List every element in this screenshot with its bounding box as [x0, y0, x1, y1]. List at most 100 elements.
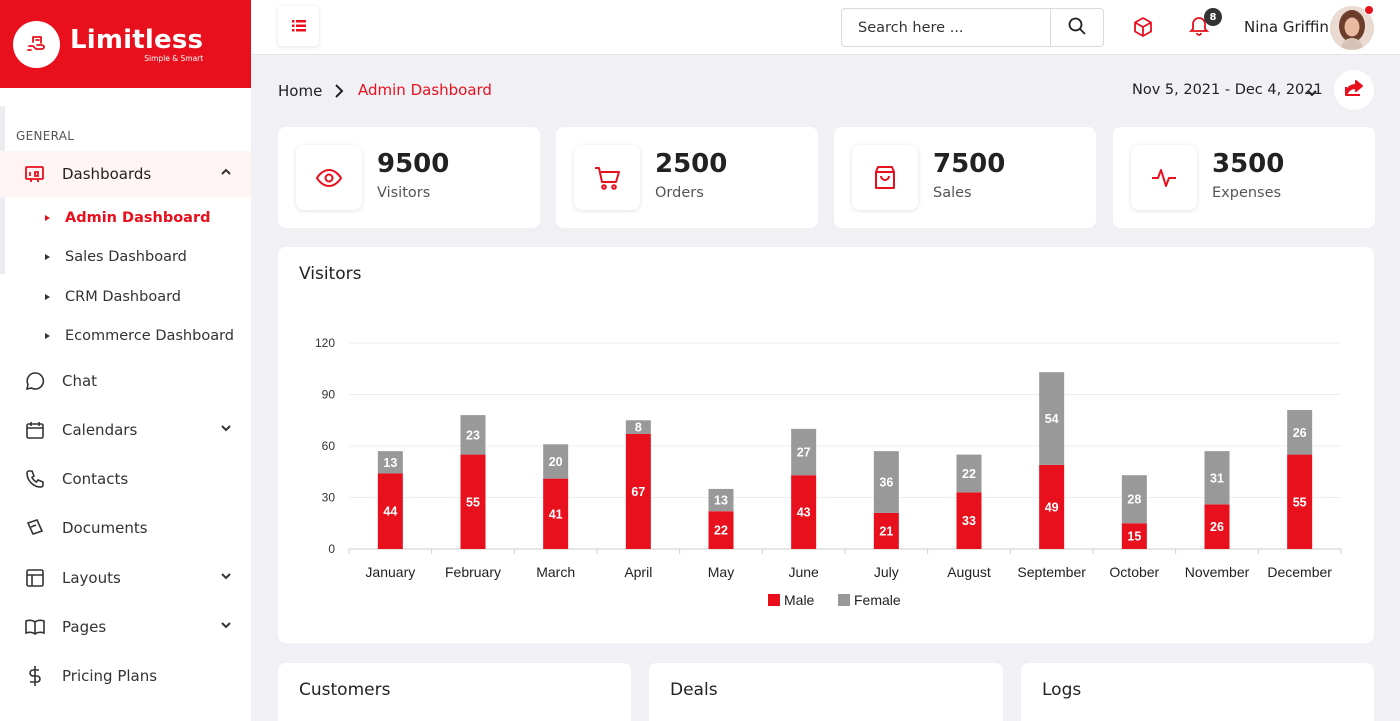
search-input[interactable]: [842, 9, 1050, 46]
date-range-picker[interactable]: Nov 5, 2021 - Dec 4, 2021: [1132, 82, 1323, 98]
user-name[interactable]: Nina Griffin: [1244, 18, 1329, 36]
bar-male: [708, 511, 734, 549]
data-label: 67: [631, 485, 645, 499]
brand-name: Limitless: [70, 24, 204, 55]
pulse-icon: [1131, 145, 1197, 210]
x-tick-label: May: [708, 564, 734, 580]
search-icon: [1068, 17, 1086, 39]
x-tick-label: March: [536, 564, 575, 580]
deals-card: Deals: [649, 663, 1003, 721]
sidebar-item-documents[interactable]: Documents: [0, 505, 251, 551]
notification-badge: 8: [1204, 8, 1222, 26]
sidebar-item-label: Documents: [62, 519, 148, 537]
sidebar-subitem-label: Ecommerce Dashboard: [65, 328, 234, 344]
chevron-down-icon: [219, 421, 233, 439]
stat-label: Sales: [933, 185, 972, 201]
sidebar-item-contacts[interactable]: Contacts: [0, 456, 251, 502]
cart-icon: [574, 145, 640, 210]
chat-icon: [24, 370, 46, 392]
sidebar-subitem-label: Admin Dashboard: [65, 210, 211, 226]
x-tick-label: October: [1109, 564, 1159, 580]
legend-label: Female: [854, 592, 901, 608]
calendar-icon: [24, 419, 46, 441]
chevron-down-icon[interactable]: [1305, 85, 1319, 104]
sidebar-item-layouts[interactable]: Layouts: [0, 555, 251, 601]
documents-icon: [24, 517, 46, 539]
data-label: 13: [714, 494, 728, 508]
card-title: Logs: [1042, 680, 1082, 700]
sidebar-item-pages[interactable]: Pages: [0, 604, 251, 650]
chart-card-title: Visitors: [299, 264, 362, 284]
breadcrumb-home[interactable]: Home: [278, 82, 323, 100]
sidebar-subitem-admin-dashboard[interactable]: Admin Dashboard: [45, 210, 210, 226]
bullet-icon: [45, 215, 50, 221]
avatar[interactable]: [1330, 6, 1374, 50]
x-tick-label: February: [445, 564, 501, 580]
logs-card: Logs: [1021, 663, 1374, 721]
notification-button[interactable]: 8: [1186, 8, 1222, 40]
data-label: 21: [879, 524, 893, 538]
chevron-down-icon: [219, 569, 233, 587]
search-button[interactable]: [1050, 9, 1103, 46]
data-label: 23: [466, 428, 480, 442]
data-label: 33: [962, 514, 976, 528]
x-tick-label: April: [624, 564, 652, 580]
bullet-icon: [45, 254, 50, 260]
cube-icon[interactable]: [1130, 14, 1156, 40]
y-tick-label: 60: [322, 439, 336, 453]
sidebar-item-label: Pricing Plans: [62, 667, 158, 685]
bullet-icon: [45, 294, 50, 300]
bar-female: [625, 420, 651, 434]
sidebar-subitem-sales-dashboard[interactable]: Sales Dashboard: [45, 249, 187, 265]
bell-icon: [1188, 14, 1210, 40]
stat-card-visitors: 9500 Visitors: [278, 127, 540, 228]
data-label: 55: [466, 495, 480, 509]
data-label: 41: [549, 507, 563, 521]
share-button[interactable]: [1334, 70, 1374, 110]
layout-icon: [24, 567, 46, 589]
y-tick-label: 120: [315, 336, 335, 350]
legend-swatch: [768, 594, 780, 606]
sidebar-item-label: Chat: [62, 372, 98, 390]
brand-logo-icon: [13, 20, 60, 68]
data-label: 31: [1210, 471, 1224, 485]
breadcrumb-current: Admin Dashboard: [358, 81, 492, 99]
stat-card-orders: 2500 Orders: [556, 127, 818, 228]
card-title: Deals: [670, 680, 718, 700]
sidebar-item-pricing-plans[interactable]: Pricing Plans: [0, 653, 251, 699]
bar-female: [791, 428, 817, 476]
bar-male: [625, 433, 651, 549]
sidebar-section-label: GENERAL: [16, 129, 75, 143]
data-label: 36: [879, 476, 893, 490]
sidebar-item-label: Pages: [62, 618, 107, 636]
data-label: 27: [797, 446, 811, 460]
visitors-chart: 0 30 60 90 120 44 13 January 55 23 February 41 20 Mar…: [315, 336, 1342, 608]
sidebar-subitem-label: Sales Dashboard: [65, 249, 187, 265]
sidebar-item-calendars[interactable]: Calendars: [0, 407, 251, 453]
stat-card-sales: 7500 Sales: [834, 127, 1096, 228]
y-tick-label: 30: [322, 491, 336, 505]
bar-female: [708, 488, 734, 512]
bar-female: [460, 415, 486, 455]
list-icon: [291, 17, 306, 36]
bar-male: [460, 454, 486, 549]
menu-toggle-button[interactable]: [278, 6, 319, 46]
sidebar-item-label: Contacts: [62, 470, 129, 488]
data-label: 8: [635, 421, 642, 435]
bar-female: [543, 444, 569, 479]
stat-value: 9500: [377, 149, 450, 179]
data-label: 20: [549, 455, 563, 469]
sidebar-item-chat[interactable]: Chat: [0, 358, 251, 404]
sidebar-subitem-ecommerce-dashboard[interactable]: Ecommerce Dashboard: [45, 328, 234, 344]
bar-male: [1121, 523, 1147, 549]
bar-male: [543, 478, 569, 549]
x-tick-label: July: [874, 564, 899, 580]
data-label: 54: [1045, 412, 1059, 426]
sidebar-subitem-label: CRM Dashboard: [65, 289, 181, 305]
bar-female: [1287, 409, 1313, 455]
brand-header[interactable]: Limitless Simple & Smart: [0, 0, 251, 88]
bar-female: [1039, 372, 1065, 465]
sidebar-subitem-crm-dashboard[interactable]: CRM Dashboard: [45, 289, 181, 305]
share-icon: [1344, 79, 1364, 101]
sidebar-item-dashboards[interactable]: Dashboards: [0, 151, 251, 197]
